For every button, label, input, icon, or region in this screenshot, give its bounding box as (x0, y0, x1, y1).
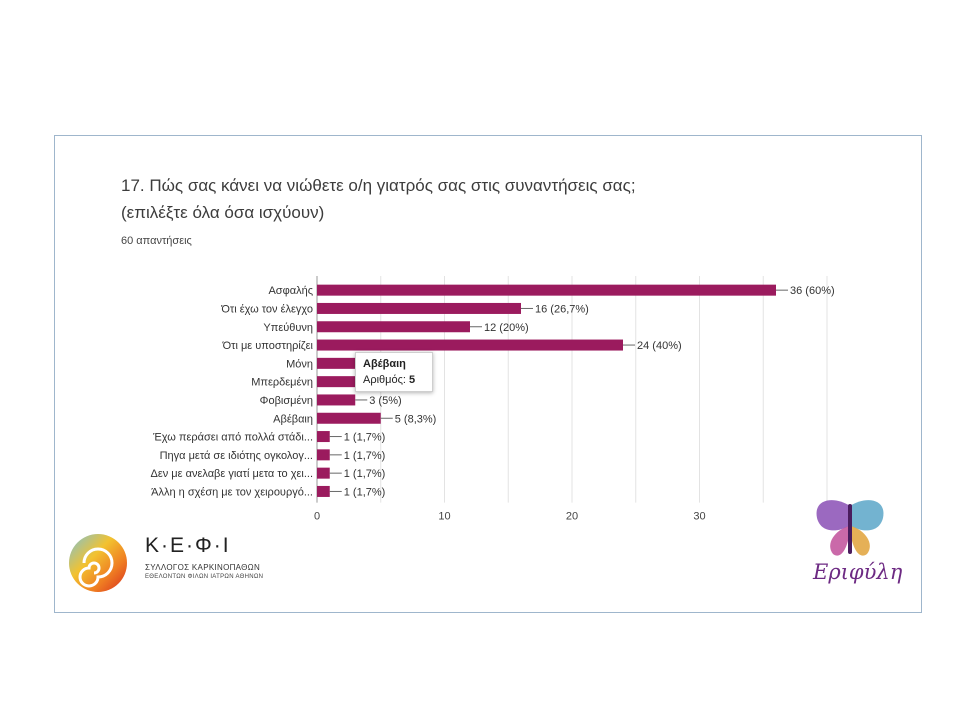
question-title-line2: (επιλέξτε όλα όσα ισχύουν) (121, 203, 325, 222)
question-title: 17. Πώς σας κάνει να νιώθετε ο/η γιατρός… (121, 172, 881, 226)
data-label: 1 (1,7%) (344, 450, 386, 462)
kefi-spiral-icon (69, 534, 127, 592)
bar (317, 339, 623, 351)
bar (317, 485, 330, 497)
category-label: Έχω περάσει από πολλά στάδι... (152, 432, 313, 444)
tooltip-value: 5 (409, 374, 416, 386)
tooltip-line: Αριθμός: 5 (363, 372, 425, 388)
category-label: Μόνη (286, 358, 313, 370)
bar-tooltip: Αβέβαιη Αριθμός: 5 (355, 352, 433, 392)
data-label: 3 (5%) (369, 395, 401, 407)
erifyli-logo: Εριφύλη (805, 496, 902, 606)
category-label: Πηγα μετά σε ιδιότης ογκολογ... (160, 450, 313, 462)
bar (317, 357, 356, 369)
category-label: Υπεύθυνη (263, 322, 313, 334)
data-label: 1 (1,7%) (344, 486, 386, 498)
x-tick-label: 30 (693, 511, 705, 523)
bar (317, 284, 776, 296)
kefi-subtitle: ΣΥΛΛΟΓΟΣ ΚΑΡΚΙΝΟΠΑΘΩΝ (145, 563, 261, 572)
data-label: 1 (1,7%) (344, 432, 386, 444)
bar (317, 394, 356, 406)
question-title-line1: 17. Πώς σας κάνει να νιώθετε ο/η γιατρός… (121, 176, 636, 195)
bar (317, 302, 521, 314)
data-label: 5 (8,3%) (395, 413, 437, 425)
data-label: 16 (26,7%) (535, 303, 589, 315)
data-label: 12 (20%) (484, 322, 529, 334)
response-count: 60 απαντήσεις (121, 235, 192, 247)
bar-chart: 0 10 20 30 Ασφαλής 36 (60%) Ότι έχω τον έλεγχο… (151, 276, 835, 523)
data-label: 1 (1,7%) (344, 468, 386, 480)
x-tick-label: 20 (566, 511, 578, 523)
erifyli-name: Εριφύλη (813, 560, 903, 584)
kefi-name: Κ·Ε·Φ·Ι (145, 534, 231, 557)
x-tick-label: 0 (314, 511, 320, 523)
chart-card: 17. Πώς σας κάνει να νιώθετε ο/η γιατρός… (54, 135, 922, 613)
category-label: Μπερδεμένη (251, 377, 313, 389)
bar (317, 467, 330, 479)
kefi-logo: Κ·Ε·Φ·Ι ΣΥΛΛΟΓΟΣ ΚΑΡΚΙΝΟΠΑΘΩΝ ΕΘΕΛΟΝΤΩΝ … (65, 530, 265, 594)
category-label: Αβέβαιη (273, 413, 313, 425)
category-label: Φοβισμένη (260, 395, 313, 407)
x-tick-label: 10 (438, 511, 450, 523)
kefi-subtitle-2: ΕΘΕΛΟΝΤΩΝ ΦΙΛΩΝ ΙΑΤΡΩΝ ΑΘΗΝΩΝ (145, 574, 264, 580)
bar (317, 376, 356, 388)
category-label: Δεν με ανελαβε γιατί μετα το χει... (151, 468, 314, 480)
category-label: Άλλη η σχέση με τον χειρουργό... (151, 486, 313, 498)
bar (317, 321, 470, 333)
data-label: 24 (40%) (637, 340, 682, 352)
bar (317, 449, 330, 461)
category-label: Ασφαλής (268, 285, 313, 297)
data-label: 36 (60%) (790, 285, 835, 297)
bar (317, 431, 330, 443)
tooltip-title: Αβέβαιη (363, 358, 406, 370)
tooltip-label: Αριθμός: (363, 374, 406, 386)
erifyli-butterfly-icon (816, 500, 884, 556)
bar (317, 412, 381, 424)
category-label: Ότι έχω τον έλεγχο (220, 303, 313, 315)
category-label: Ότι με υποστηρίζει (222, 340, 314, 352)
